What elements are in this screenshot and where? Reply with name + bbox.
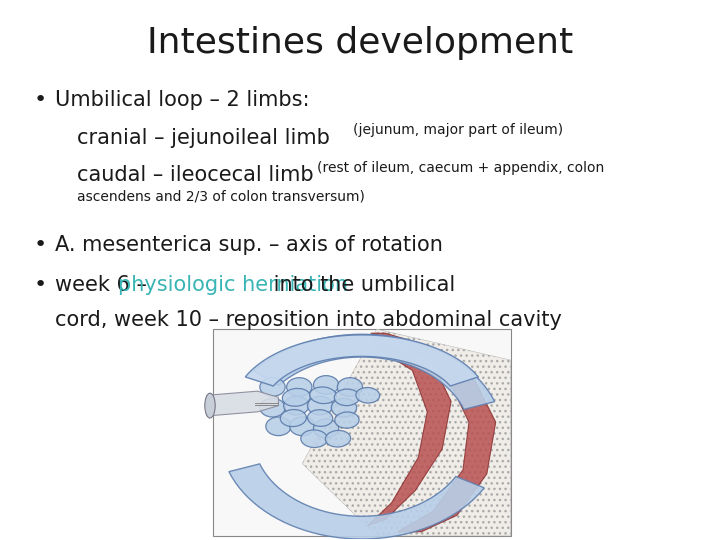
Ellipse shape	[331, 399, 356, 417]
Ellipse shape	[313, 376, 338, 394]
Text: (jejunum, major part of ileum): (jejunum, major part of ileum)	[353, 123, 563, 137]
Ellipse shape	[204, 393, 215, 418]
Ellipse shape	[307, 410, 333, 427]
Text: (rest of ileum, caecum + appendix, colon: (rest of ileum, caecum + appendix, colon	[317, 161, 604, 175]
Ellipse shape	[337, 377, 363, 396]
Ellipse shape	[310, 387, 336, 403]
Polygon shape	[246, 335, 478, 386]
Ellipse shape	[307, 396, 333, 415]
Text: Intestines development: Intestines development	[147, 25, 573, 59]
Text: physiologic herniation: physiologic herniation	[118, 275, 348, 295]
Text: into the umbilical: into the umbilical	[267, 275, 456, 295]
FancyBboxPatch shape	[213, 329, 510, 536]
Text: A. mesenterica sup. – axis of rotation: A. mesenterica sup. – axis of rotation	[55, 235, 443, 255]
Text: caudal – ileocecal limb: caudal – ileocecal limb	[77, 165, 320, 185]
Ellipse shape	[335, 412, 359, 428]
Ellipse shape	[282, 388, 310, 406]
Polygon shape	[229, 464, 485, 539]
Ellipse shape	[356, 388, 379, 403]
Text: cranial – jejunoileal limb: cranial – jejunoileal limb	[77, 127, 336, 147]
Ellipse shape	[260, 399, 285, 417]
Ellipse shape	[334, 389, 359, 406]
Ellipse shape	[301, 430, 328, 448]
Text: Umbilical loop – 2 limbs:: Umbilical loop – 2 limbs:	[55, 90, 310, 110]
Ellipse shape	[287, 377, 312, 396]
Ellipse shape	[313, 419, 338, 438]
Polygon shape	[207, 391, 279, 416]
Polygon shape	[253, 334, 495, 409]
Text: •: •	[34, 275, 47, 295]
Text: cord, week 10 – reposition into abdominal cavity: cord, week 10 – reposition into abdomina…	[55, 310, 562, 330]
Text: ascendens and 2/3 of colon transversum): ascendens and 2/3 of colon transversum)	[77, 190, 364, 204]
Ellipse shape	[284, 396, 309, 415]
Ellipse shape	[289, 417, 315, 436]
Ellipse shape	[260, 377, 285, 396]
Ellipse shape	[325, 430, 351, 447]
Text: •: •	[34, 90, 47, 110]
Text: week 6 –: week 6 –	[55, 275, 153, 295]
Ellipse shape	[280, 409, 307, 427]
Ellipse shape	[266, 417, 291, 436]
Text: •: •	[34, 235, 47, 255]
Polygon shape	[368, 333, 496, 532]
Polygon shape	[302, 329, 510, 536]
